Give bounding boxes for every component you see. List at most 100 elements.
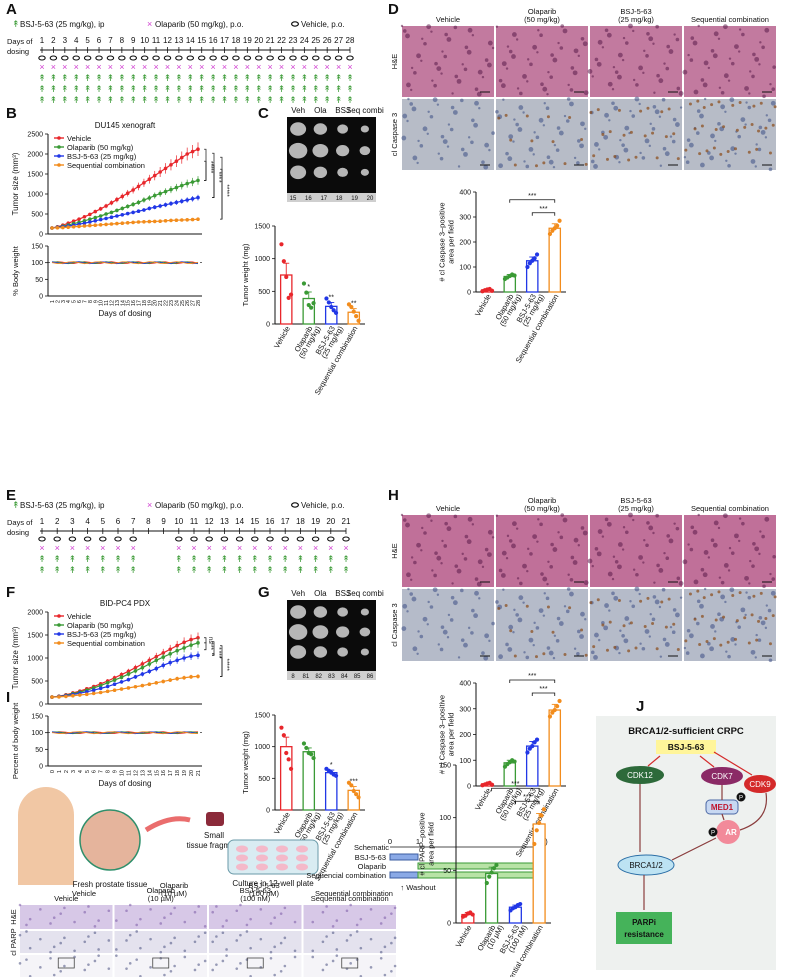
positive-stain [655, 156, 659, 160]
olaparib-marker: × [51, 62, 56, 72]
bsj-marker: ↟ [266, 95, 274, 105]
cell-nucleus [669, 625, 673, 629]
well [276, 845, 288, 853]
cell-nucleus [663, 62, 666, 65]
bsj-marker: ↟ [114, 554, 122, 564]
well [296, 854, 308, 862]
cell-nucleus [751, 564, 755, 568]
cell-nucleus [658, 78, 664, 84]
cell-nucleus [553, 143, 557, 147]
cell-nucleus [345, 939, 349, 942]
positive-stain [589, 601, 593, 605]
cell-nucleus [590, 650, 595, 655]
positive-stain [726, 150, 730, 154]
data-point [88, 217, 92, 221]
cell-nucleus [532, 44, 538, 50]
cell-nucleus [379, 950, 383, 954]
cell-nucleus [611, 591, 615, 596]
cell-nucleus [73, 949, 76, 953]
cell-nucleus [638, 555, 643, 560]
bsj-marker: ↟ [266, 554, 274, 564]
legend-label: Vehicle [67, 134, 91, 143]
cell-nucleus [682, 69, 688, 75]
data-point [494, 862, 499, 868]
positive-stain [613, 155, 617, 159]
cell-nucleus [727, 163, 731, 168]
y-tick-label: 400 [459, 190, 471, 197]
positive-stain [717, 100, 721, 104]
data-point [147, 669, 152, 674]
cell-nucleus [659, 164, 663, 167]
data-point [98, 207, 103, 211]
y-axis-label: area per field [447, 713, 456, 757]
vehicle-marker [99, 536, 107, 542]
cell-nucleus [712, 53, 718, 59]
cell-nucleus [402, 113, 408, 119]
y-tick-label: 1500 [27, 633, 43, 640]
cell-nucleus [484, 633, 490, 639]
cell-nucleus [573, 48, 579, 54]
cell-nucleus [594, 142, 599, 147]
cell-nucleus [52, 945, 56, 949]
cell-nucleus [484, 142, 490, 148]
cell-nucleus [618, 651, 621, 655]
cell-nucleus [211, 968, 214, 972]
cell-nucleus [569, 88, 574, 92]
cell-nucleus [197, 905, 200, 908]
cell-nucleus [607, 571, 613, 577]
positive-stain [643, 134, 647, 138]
bsj-marker: ↟ [118, 73, 126, 83]
data-point [196, 674, 200, 679]
cell-nucleus [473, 122, 478, 128]
cell-nucleus [654, 109, 660, 115]
x-tick-label: 19 [147, 300, 153, 306]
cell-nucleus [283, 906, 287, 910]
data-point [279, 242, 284, 247]
olaparib-marker: × [108, 62, 113, 72]
cell-nucleus [18, 933, 22, 937]
cell-nucleus [528, 147, 534, 152]
cell-nucleus [416, 542, 421, 548]
bsj-marker: ↟ [209, 84, 217, 94]
cell-nucleus [557, 41, 560, 45]
bsj-marker: ↟ [69, 565, 77, 575]
data-point [82, 224, 87, 228]
data-point [98, 223, 103, 227]
positive-stain [627, 649, 631, 653]
sig-label: *** [511, 781, 519, 788]
olaparib-marker: × [336, 62, 341, 72]
cell-nucleus [683, 646, 687, 650]
cell-nucleus [506, 534, 510, 538]
series-line [51, 148, 199, 229]
data-point [487, 874, 492, 879]
cell-nucleus [765, 604, 768, 607]
positive-stain [743, 616, 747, 620]
data-point [142, 198, 146, 202]
day-tick-label: 10 [140, 36, 149, 45]
well-plate-illustration [227, 839, 319, 875]
cell-nucleus [570, 66, 575, 70]
data-point [104, 222, 108, 227]
vehicle-marker [311, 536, 320, 542]
data-point [93, 209, 98, 214]
cell-nucleus [273, 916, 276, 920]
x-tick-label: 21 [196, 770, 202, 776]
x-tick-label: 26 [185, 300, 191, 306]
positive-stain [525, 114, 529, 118]
cell-nucleus [432, 587, 438, 593]
cell-nucleus [580, 121, 585, 127]
cell-nucleus [771, 87, 776, 91]
cell-nucleus [460, 638, 465, 642]
olaparib-marker: × [85, 543, 90, 553]
bsj-marker: ↟ [129, 95, 137, 105]
bsj-marker: ↟ [95, 84, 103, 94]
data-point [534, 828, 539, 833]
cell-nucleus [538, 117, 544, 123]
positive-stain [722, 125, 726, 129]
sig-label: *** [350, 779, 358, 786]
cell-nucleus [409, 102, 414, 106]
sig-bracket [220, 168, 223, 220]
cell-nucleus [512, 521, 517, 527]
cell-nucleus [97, 919, 100, 922]
bsj-marker: ↟ [107, 95, 115, 105]
